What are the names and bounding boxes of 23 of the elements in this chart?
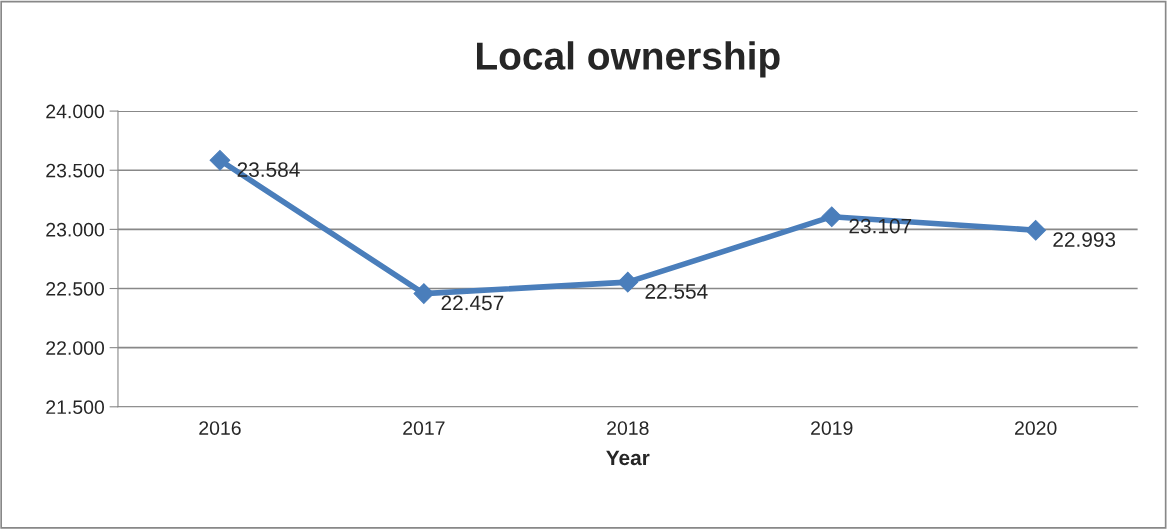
x-tick-label: 2018 [607, 421, 649, 435]
x-tick-label: 2017 [403, 421, 445, 435]
x-tick-label: 2016 [199, 421, 241, 435]
point [413, 283, 435, 304]
data-label: 22.554 [645, 284, 708, 299]
y-tick-label: 23.500 [46, 163, 105, 178]
data-label: 23.584 [237, 162, 300, 177]
y-tick-label: 24.000 [46, 104, 105, 119]
point [821, 206, 843, 228]
point [1025, 219, 1047, 241]
data-label: 23.107 [849, 218, 912, 234]
point [617, 271, 639, 293]
x-axis-title: Year [606, 450, 650, 466]
y-tick-label: 22.000 [46, 341, 105, 355]
data-label: 22.993 [1053, 232, 1116, 247]
x-tick-label: 2020 [1015, 421, 1057, 435]
y-tick-label: 23.000 [46, 222, 105, 237]
y-tick-label: 22.500 [46, 281, 105, 296]
data-label: 22.457 [441, 295, 504, 311]
chart-title: Local ownership [476, 41, 780, 78]
point [209, 149, 231, 171]
y-tick-label: 21.500 [46, 400, 105, 415]
x-tick-label: 2019 [811, 421, 853, 435]
